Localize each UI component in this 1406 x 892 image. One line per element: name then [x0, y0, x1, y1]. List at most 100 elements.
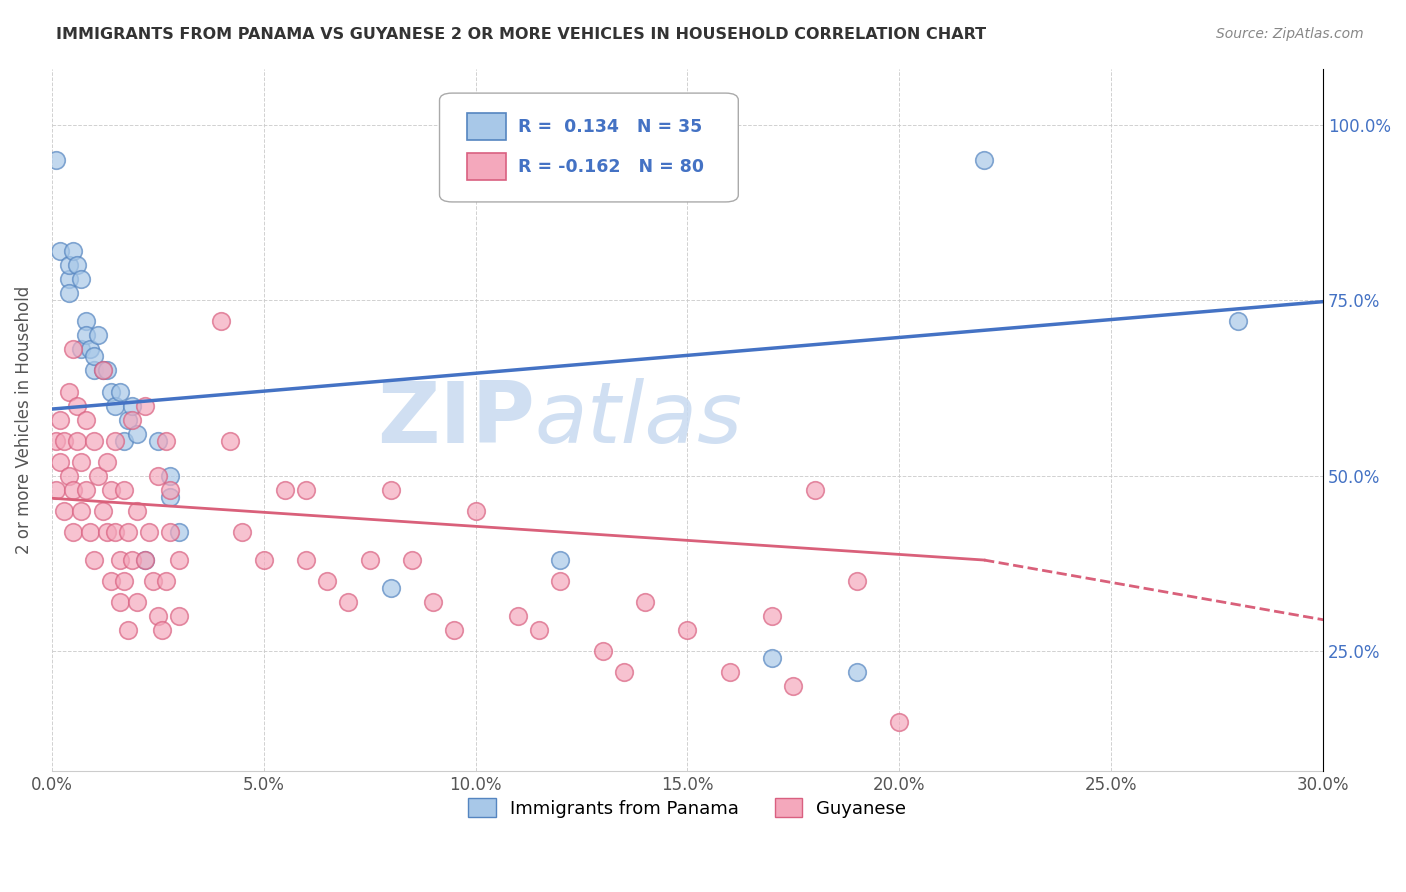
- Point: [889, 714, 911, 729]
- Point: [79, 343, 101, 357]
- Point: [803, 483, 825, 497]
- Point: [146, 434, 169, 448]
- Point: [100, 574, 122, 588]
- Point: [75, 412, 97, 426]
- Point: [112, 574, 135, 588]
- Point: [506, 609, 529, 624]
- Point: [218, 434, 240, 448]
- Point: [443, 624, 465, 638]
- Point: [49, 244, 72, 258]
- Point: [70, 504, 93, 518]
- Point: [75, 314, 97, 328]
- Point: [634, 595, 657, 609]
- FancyBboxPatch shape: [467, 153, 506, 180]
- Point: [83, 434, 105, 448]
- Point: [83, 363, 105, 377]
- Point: [117, 412, 139, 426]
- Point: [53, 504, 76, 518]
- Text: R =  0.134   N = 35: R = 0.134 N = 35: [519, 118, 703, 136]
- Point: [58, 468, 80, 483]
- Point: [295, 483, 318, 497]
- Point: [550, 553, 572, 567]
- Point: [782, 680, 804, 694]
- Point: [108, 553, 131, 567]
- Point: [134, 399, 156, 413]
- Point: [66, 399, 89, 413]
- Point: [337, 595, 360, 609]
- Point: [91, 363, 114, 377]
- Point: [121, 399, 143, 413]
- Point: [62, 524, 84, 539]
- Point: [146, 468, 169, 483]
- Point: [87, 468, 110, 483]
- Point: [58, 286, 80, 301]
- Point: [96, 455, 118, 469]
- Point: [96, 524, 118, 539]
- Point: [62, 483, 84, 497]
- Point: [155, 434, 177, 448]
- Point: [121, 412, 143, 426]
- Point: [676, 624, 699, 638]
- Point: [66, 258, 89, 272]
- Point: [359, 553, 381, 567]
- Point: [96, 363, 118, 377]
- Point: [100, 483, 122, 497]
- Point: [592, 644, 614, 658]
- Point: [159, 490, 181, 504]
- Point: [45, 153, 67, 167]
- Point: [117, 624, 139, 638]
- Point: [104, 399, 127, 413]
- Point: [70, 272, 93, 286]
- Point: [159, 483, 181, 497]
- Point: [134, 553, 156, 567]
- Point: [550, 574, 572, 588]
- Point: [761, 609, 783, 624]
- Point: [49, 455, 72, 469]
- Point: [159, 524, 181, 539]
- Point: [45, 434, 67, 448]
- Point: [121, 553, 143, 567]
- Point: [295, 553, 318, 567]
- Point: [401, 553, 423, 567]
- Point: [87, 328, 110, 343]
- Point: [159, 468, 181, 483]
- Point: [49, 412, 72, 426]
- Point: [79, 524, 101, 539]
- Point: [138, 524, 160, 539]
- Point: [83, 553, 105, 567]
- Point: [718, 665, 741, 680]
- Point: [70, 343, 93, 357]
- Point: [58, 258, 80, 272]
- Text: atlas: atlas: [534, 378, 742, 461]
- Y-axis label: 2 or more Vehicles in Household: 2 or more Vehicles in Household: [15, 285, 32, 554]
- FancyBboxPatch shape: [467, 113, 506, 140]
- Point: [58, 272, 80, 286]
- Point: [464, 504, 486, 518]
- Point: [53, 434, 76, 448]
- Point: [1227, 314, 1250, 328]
- Point: [112, 434, 135, 448]
- Point: [125, 426, 148, 441]
- Point: [62, 343, 84, 357]
- Point: [209, 314, 232, 328]
- Point: [45, 483, 67, 497]
- Point: [846, 574, 869, 588]
- Point: [70, 455, 93, 469]
- Point: [108, 595, 131, 609]
- Point: [91, 363, 114, 377]
- Point: [253, 553, 276, 567]
- Point: [112, 483, 135, 497]
- Point: [231, 524, 253, 539]
- Text: ZIP: ZIP: [377, 378, 534, 461]
- Point: [846, 665, 869, 680]
- Text: R = -0.162   N = 80: R = -0.162 N = 80: [519, 158, 704, 176]
- Point: [104, 434, 127, 448]
- Point: [167, 609, 190, 624]
- Point: [761, 651, 783, 665]
- Point: [75, 328, 97, 343]
- Point: [380, 581, 402, 595]
- Point: [167, 553, 190, 567]
- Point: [422, 595, 444, 609]
- Point: [973, 153, 995, 167]
- Point: [108, 384, 131, 399]
